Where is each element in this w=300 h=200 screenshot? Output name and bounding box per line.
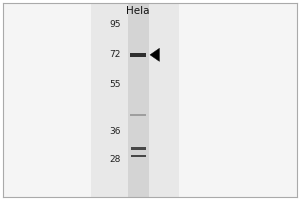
Text: 36: 36 xyxy=(109,127,121,136)
Polygon shape xyxy=(150,48,159,61)
Bar xyxy=(130,147,146,150)
Text: 55: 55 xyxy=(109,80,121,89)
Text: 95: 95 xyxy=(109,20,121,29)
Text: 28: 28 xyxy=(109,155,121,164)
Bar xyxy=(130,53,146,57)
Bar xyxy=(130,114,146,116)
Bar xyxy=(128,3,148,197)
Bar xyxy=(130,155,146,157)
Text: 72: 72 xyxy=(109,50,121,59)
Bar xyxy=(91,3,179,197)
Text: Hela: Hela xyxy=(127,6,150,16)
